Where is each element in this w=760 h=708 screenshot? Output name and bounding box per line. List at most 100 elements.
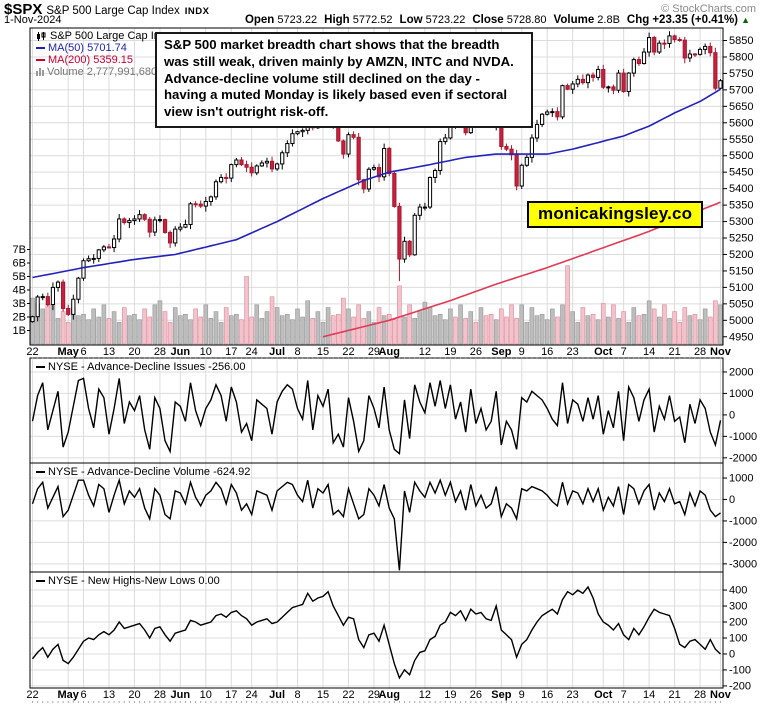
volume-bar — [697, 319, 703, 345]
axis-label: 5650 — [729, 101, 753, 113]
axis-label: 22 — [342, 689, 354, 701]
legend-volume-row[interactable]: Volume 2,777,991,680 — [36, 66, 160, 78]
volume-bar — [555, 316, 560, 345]
volume-bar — [40, 308, 46, 345]
candle-body — [585, 74, 591, 84]
legend-ma50-row[interactable]: MA(50) 5701.74 — [36, 42, 160, 54]
candle-body — [402, 240, 407, 260]
axis-label: 28 — [694, 346, 706, 358]
analyst-annotation-box: S&P 500 market breadth chart shows that … — [155, 32, 533, 128]
candle-body — [198, 203, 203, 207]
axis-label: Jun — [171, 346, 191, 358]
indicator-line — [31, 377, 722, 455]
ad-volume-legend[interactable]: NYSE - Advance-Decline Volume -624.92 — [36, 466, 250, 478]
candle-body — [590, 74, 596, 78]
candle-body — [432, 170, 438, 178]
axis-label: 5800 — [729, 51, 753, 63]
axis-label: 5050 — [729, 298, 753, 310]
volume-bar — [392, 319, 397, 345]
watermark-monicakingsley[interactable]: monicakingsley.co — [527, 201, 704, 228]
volume-bar — [234, 313, 239, 345]
candle-body — [239, 159, 244, 166]
volume-bar — [432, 315, 438, 345]
volume-bar — [279, 315, 285, 345]
candle-body — [529, 137, 535, 158]
volume-bar — [626, 322, 632, 345]
volume-bar — [285, 313, 290, 345]
axis-label: 0 — [729, 648, 735, 660]
watermark-text: monicakingsley.co — [538, 204, 693, 223]
axis-label: 5300 — [729, 216, 753, 228]
candle-body — [132, 218, 137, 222]
volume-bar — [213, 311, 219, 345]
axis-label: 21 — [668, 689, 680, 701]
candle-body — [259, 162, 264, 167]
volume-bar — [595, 319, 601, 345]
axis-label: 5100 — [729, 282, 753, 294]
volume-bar — [356, 304, 361, 345]
candle-body — [66, 307, 71, 315]
legend-symbol-label: S&P 500 Large Cap In — [50, 30, 160, 42]
axis-label: 7 — [621, 346, 627, 358]
axis-label: -1000 — [729, 515, 757, 527]
ma50-line-swatch — [36, 47, 45, 49]
axis-label: 5B — [13, 271, 26, 283]
candle-body — [545, 111, 550, 115]
axis-label: 17 — [225, 689, 237, 701]
candle-body — [611, 86, 616, 91]
volume-bar — [575, 322, 581, 345]
volume-bar — [254, 304, 260, 345]
axis-label: 1B — [13, 325, 26, 337]
axis-label: Jul — [269, 346, 285, 358]
legend-ma200-row[interactable]: MA(200) 5359.15 — [36, 54, 160, 66]
candle-body — [606, 86, 611, 89]
volume-bar — [91, 308, 96, 345]
candle-body — [687, 53, 692, 59]
quote-open: Open 5723.22 — [244, 14, 318, 26]
volume-bar — [402, 316, 407, 345]
volume-bar — [300, 316, 305, 345]
volume-bar — [504, 316, 509, 345]
candle-body — [224, 176, 229, 179]
axis-label: 5550 — [729, 134, 753, 146]
quote-strip: Open 5723.22 High 5772.52 Low 5723.22 Cl… — [245, 14, 750, 26]
change-up-arrow-icon: ▲ — [741, 15, 750, 25]
volume-bar — [509, 304, 514, 345]
candle-body — [504, 146, 509, 150]
axis-label: 19 — [444, 689, 456, 701]
axis-label: 3B — [13, 298, 26, 310]
chart-date: 1-Nov-2024 — [4, 14, 62, 26]
candle-body — [575, 78, 580, 85]
volume-bar — [320, 322, 326, 345]
axis-label: -3000 — [729, 558, 757, 570]
nh-nl-legend[interactable]: NYSE - New Highs-New Lows 0.00 — [36, 575, 220, 587]
candle-body — [662, 42, 667, 45]
symbol-exchange: INDX — [184, 6, 210, 17]
volume-bar — [616, 318, 621, 345]
panel-border — [29, 571, 724, 689]
volume-bar — [198, 316, 203, 345]
volume-bar — [672, 311, 677, 345]
volume-bar — [544, 319, 550, 345]
candle-body — [264, 160, 270, 164]
volume-bar — [386, 313, 392, 345]
legend-volume-label: Volume 2,777,991,680 — [47, 66, 158, 78]
volume-bar — [478, 307, 484, 345]
axis-label: Jul — [269, 689, 285, 701]
candle-body — [152, 219, 157, 233]
axis-label: 16 — [541, 689, 553, 701]
ad-issues-legend[interactable]: NYSE - Advance-Decline Issues -256.00 — [36, 361, 246, 373]
axis-label: 5450 — [729, 167, 753, 179]
candle-body — [336, 126, 341, 142]
candle-body — [101, 246, 106, 251]
volume-bar — [315, 311, 321, 345]
axis-label: 24 — [246, 346, 258, 358]
volume-bar — [101, 304, 107, 345]
axis-label: 0 — [729, 494, 735, 506]
volume-bar — [183, 313, 188, 345]
ma50-line — [32, 88, 721, 279]
volume-bar — [606, 316, 611, 345]
volume-bar — [662, 304, 667, 345]
axis-label: 17 — [225, 346, 237, 358]
header-row-1: $SPX S&P 500 Large Cap Index INDX © StockC… — [4, 1, 756, 18]
